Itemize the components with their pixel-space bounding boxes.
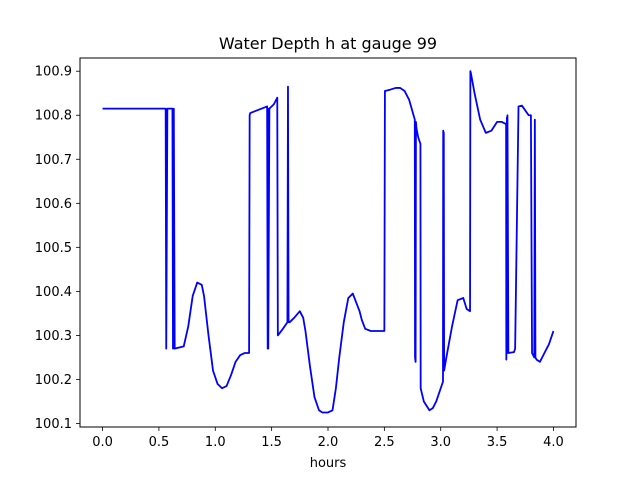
x-tick-label: 0.0 [92, 435, 113, 450]
x-tick-label: 3.5 [487, 435, 508, 450]
y-tick-label: 100.7 [35, 153, 72, 168]
x-tick-label: 2.5 [374, 435, 395, 450]
y-tick-label: 100.8 [35, 109, 72, 124]
x-tick-label: 3.0 [430, 435, 451, 450]
plot-area [102, 70, 555, 414]
y-axis: 100.1 100.2 100.3 100.4 100.5 100.6 100.7 100.8… [35, 65, 80, 432]
y-tick-label: 100.3 [35, 329, 72, 344]
x-tick-label: 1.0 [205, 435, 226, 450]
plot-frame [79, 57, 577, 428]
y-tick-label: 100.5 [35, 241, 72, 256]
y-tick-label: 100.9 [35, 65, 72, 80]
chart-title: Water Depth h at gauge 99 [219, 34, 437, 53]
y-tick-label: 100.6 [35, 197, 72, 212]
x-tick-label: 1.5 [261, 435, 282, 450]
x-axis: 0.0 0.5 1.0 1.5 2.0 2.5 3.0 3.5 4.0 [92, 427, 564, 450]
series-line-water-depth [102, 70, 555, 414]
x-tick-label: 0.5 [149, 435, 170, 450]
y-tick-label: 100.1 [35, 417, 72, 432]
x-tick-label: 2.0 [318, 435, 339, 450]
x-tick-label: 4.0 [543, 435, 564, 450]
y-tick-label: 100.2 [35, 373, 72, 388]
x-axis-label: hours [310, 456, 347, 471]
y-tick-label: 100.4 [35, 285, 72, 300]
